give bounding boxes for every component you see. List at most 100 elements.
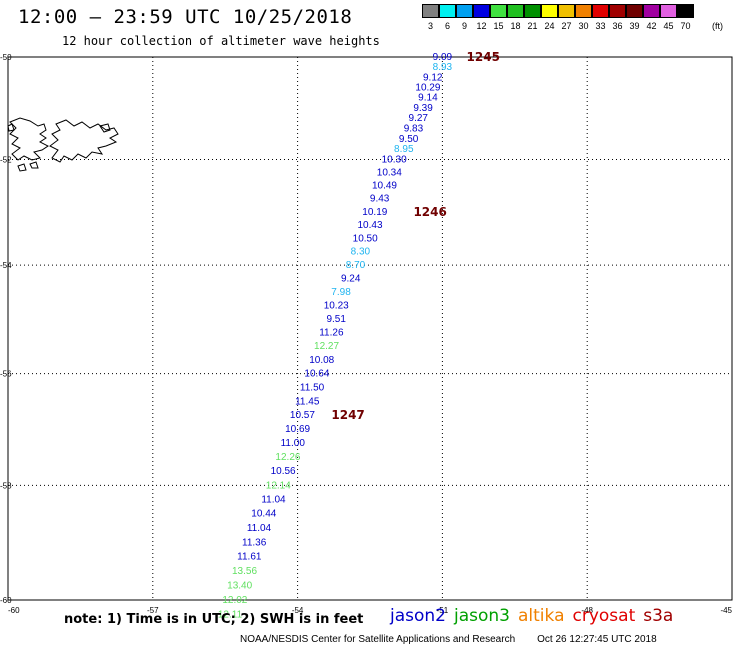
legend-label: 39: [629, 21, 640, 31]
swh-value-label: 10.30: [382, 155, 407, 166]
falkland-islands-coastline: [49, 119, 119, 163]
satellite-cryosat: cryosat: [572, 606, 636, 626]
satellite-altika: altika: [518, 606, 565, 626]
legend-label: 36: [612, 21, 623, 31]
longitude-label: -51: [437, 606, 449, 615]
legend-item: 36: [608, 4, 626, 31]
swh-value-label: 10.69: [285, 424, 310, 435]
credit-timestamp: Oct 26 12:27:45 UTC 2018: [537, 634, 657, 645]
swh-value-label: 9.12: [423, 72, 443, 83]
swh-value-label: 9.83: [404, 123, 424, 134]
legend-label: 15: [493, 21, 504, 31]
swh-value-label: 9.27: [409, 113, 429, 124]
legend-label: 18: [510, 21, 521, 31]
latitude-label: -50: [0, 53, 12, 62]
swh-value-label: 8.95: [394, 144, 414, 155]
legend-swatch: [625, 4, 643, 18]
time-label: 1245: [467, 50, 500, 64]
swh-value-label: 9.24: [341, 273, 361, 284]
swh-value-label: 9.51: [326, 314, 346, 325]
swh-value-label: 8.93: [433, 62, 453, 73]
footer-note: note: 1) Time is in UTC; 2) SWH is in fe…: [64, 612, 364, 627]
legend-item: 39: [625, 4, 643, 31]
swh-value-label: 11.04: [261, 494, 286, 505]
latitude-label: -60: [0, 596, 12, 605]
swh-value-label: 10.57: [290, 410, 315, 421]
swh-value-label: 12.14: [266, 480, 291, 491]
legend-label: 9: [461, 21, 467, 31]
legend-swatch: [659, 4, 677, 18]
longitude-label: -60: [8, 606, 20, 615]
swh-value-label: 10.19: [362, 207, 387, 218]
swh-value-label: 10.34: [377, 168, 402, 179]
legend-swatch: [472, 4, 490, 18]
swh-value-label: 10.23: [324, 300, 349, 311]
wave-height-color-legend: 3 6 9 12 15 18 21 24 27 30 33 36 39 42 45 70: [421, 4, 694, 31]
legend-item: 9: [455, 4, 473, 31]
chart-title: 12:00 – 23:59 UTC 10/25/2018: [18, 6, 353, 28]
legend-item: 12: [472, 4, 490, 31]
swh-value-label: 10.08: [309, 355, 334, 366]
satellite-jason3: jason3: [454, 606, 510, 626]
swh-value-label: 11.50: [300, 382, 325, 393]
legend-swatch: [676, 4, 694, 18]
swh-value-label: 10.49: [372, 181, 397, 192]
legend-swatch: [455, 4, 473, 18]
falkland-islands-coastline: [99, 123, 111, 133]
swh-value-label: 8.30: [351, 247, 371, 258]
legend-label: 33: [595, 21, 606, 31]
swh-value-label: 12.02: [222, 595, 247, 606]
satellite-legend: jason2 jason3 altika cryosat s3a: [390, 606, 681, 626]
swh-value-label: 9.14: [418, 93, 438, 104]
legend-item: 27: [557, 4, 575, 31]
swh-value-label: 13.40: [227, 580, 252, 591]
latitude-label: -54: [0, 261, 12, 270]
legend-item: 15: [489, 4, 507, 31]
falkland-islands-coastline: [9, 117, 49, 161]
falkland-islands-coastline: [7, 123, 15, 132]
legend-swatch: [642, 4, 660, 18]
credit-line: NOAA/NESDIS Center for Satellite Applica…: [240, 634, 657, 645]
legend-swatch: [506, 4, 524, 18]
legend-label: 42: [646, 21, 657, 31]
legend-label: 6: [444, 21, 450, 31]
legend-swatch: [489, 4, 507, 18]
time-label: 1246: [413, 205, 446, 219]
swh-value-label: 7.98: [331, 287, 351, 298]
swh-value-label: 12.11: [218, 610, 243, 621]
swh-value-label: 11.61: [237, 552, 262, 563]
latitude-label: -52: [0, 156, 12, 165]
legend-label: 27: [561, 21, 572, 31]
swh-value-label: 10.44: [251, 509, 276, 520]
swh-value-label: 9.09: [433, 52, 453, 63]
swh-value-label: 13.56: [232, 566, 257, 577]
satellite-jason2: jason2: [390, 606, 446, 626]
legend-swatch: [421, 4, 439, 18]
chart-subtitle: 12 hour collection of altimeter wave hei…: [62, 34, 380, 48]
credit-organization: NOAA/NESDIS Center for Satellite Applica…: [240, 634, 516, 645]
swh-value-label: 12.27: [314, 341, 339, 352]
longitude-label: -48: [581, 606, 593, 615]
legend-swatch: [574, 4, 592, 18]
swh-value-label: 11.00: [281, 438, 306, 449]
swh-value-label: 10.43: [357, 220, 382, 231]
legend-swatch: [523, 4, 541, 18]
satellite-s3a: s3a: [643, 606, 674, 626]
legend-swatch: [540, 4, 558, 18]
legend-label: 24: [544, 21, 555, 31]
longitude-label: -45: [720, 606, 732, 615]
legend-label: 70: [680, 21, 691, 31]
legend-item: 45: [659, 4, 677, 31]
swh-value-label: 9.43: [370, 194, 390, 205]
time-label: 1247: [331, 408, 364, 422]
legend-item: 18: [506, 4, 524, 31]
legend-swatch: [438, 4, 456, 18]
legend-label: 21: [527, 21, 538, 31]
legend-label: 45: [663, 21, 674, 31]
legend-item: 42: [642, 4, 660, 31]
swh-value-label: 9.50: [399, 134, 419, 145]
latitude-label: -58: [0, 481, 12, 490]
legend-label: 3: [427, 21, 433, 31]
latitude-label: -56: [0, 370, 12, 379]
